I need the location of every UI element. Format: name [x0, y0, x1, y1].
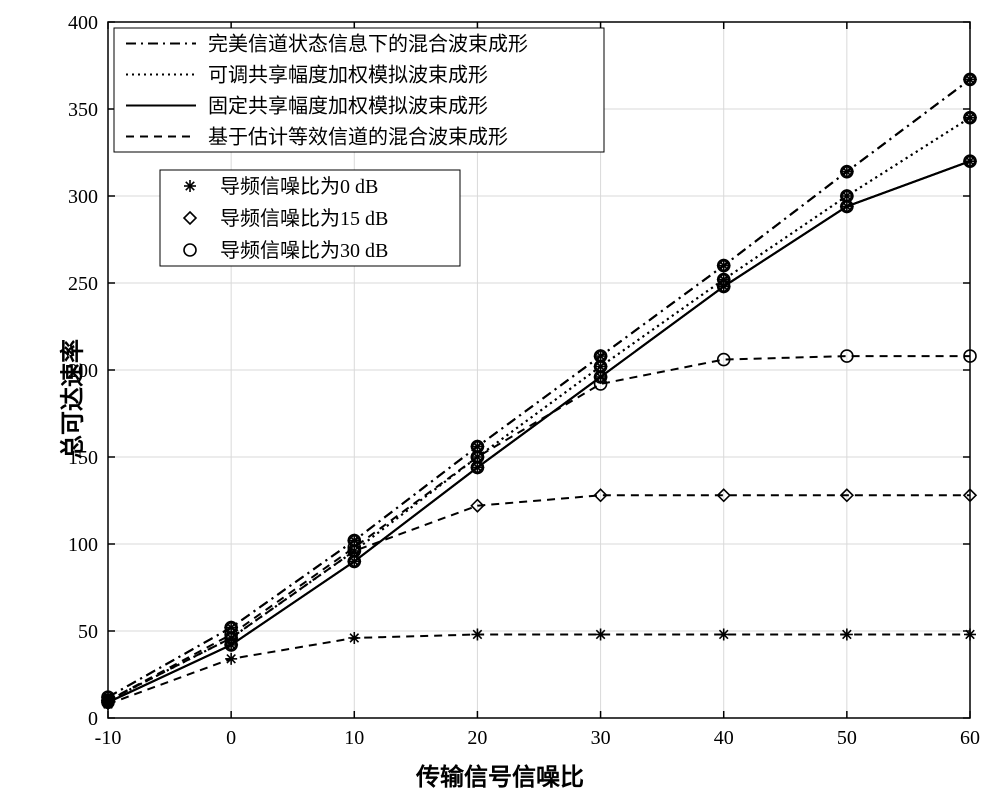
- asterisk-marker: [964, 628, 976, 640]
- y-tick-label: 0: [88, 708, 98, 730]
- x-tick-label: 0: [226, 727, 236, 749]
- y-tick-label: 300: [68, 186, 98, 208]
- y-tick-label: 350: [68, 99, 98, 121]
- legend-marker-label: 导频信噪比为30 dB: [220, 239, 388, 262]
- asterisk-marker: [595, 628, 607, 640]
- y-tick-label: 50: [78, 621, 98, 643]
- x-tick-label: 50: [837, 727, 857, 749]
- legend-line-label: 完美信道状态信息下的混合波束成形: [208, 33, 528, 56]
- x-tick-label: 40: [714, 727, 734, 749]
- legend-line-label: 基于估计等效信道的混合波束成形: [208, 126, 508, 149]
- asterisk-marker: [841, 628, 853, 640]
- asterisk-marker: [184, 180, 196, 192]
- asterisk-marker: [348, 632, 360, 644]
- legend-line-label: 可调共享幅度加权模拟波束成形: [208, 64, 488, 87]
- rate-vs-snr-chart: -100102030405060050100150200250300350400…: [0, 0, 1000, 798]
- x-axis-label: 传输信号信噪比: [416, 757, 584, 792]
- asterisk-marker: [471, 628, 483, 640]
- y-tick-label: 250: [68, 273, 98, 295]
- y-tick-label: 100: [68, 534, 98, 556]
- x-tick-label: 10: [344, 727, 364, 749]
- x-tick-label: 30: [591, 727, 611, 749]
- chart-container: -100102030405060050100150200250300350400…: [0, 0, 1000, 798]
- x-tick-label: -10: [95, 727, 122, 749]
- legend-marker-label: 导频信噪比为0 dB: [220, 175, 378, 198]
- y-tick-label: 400: [68, 12, 98, 34]
- asterisk-marker: [718, 628, 730, 640]
- x-tick-label: 20: [467, 727, 487, 749]
- x-tick-label: 60: [960, 727, 980, 749]
- legend-line-label: 固定共享幅度加权模拟波束成形: [208, 95, 488, 118]
- y-axis-label: 总可达速率: [53, 339, 88, 459]
- asterisk-marker: [225, 653, 237, 665]
- legend-marker-label: 导频信噪比为15 dB: [220, 207, 388, 230]
